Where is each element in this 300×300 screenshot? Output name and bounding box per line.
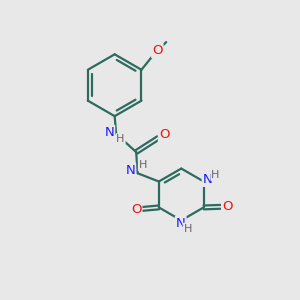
- Text: H: H: [184, 224, 192, 234]
- Text: N: N: [203, 173, 212, 186]
- Text: O: O: [159, 128, 169, 142]
- Text: H: H: [116, 134, 125, 144]
- Text: H: H: [211, 170, 220, 180]
- Text: N: N: [125, 164, 135, 177]
- Text: O: O: [131, 203, 141, 216]
- Text: N: N: [176, 217, 186, 230]
- Text: O: O: [152, 44, 163, 57]
- Text: H: H: [139, 160, 147, 170]
- Text: O: O: [222, 200, 232, 213]
- Text: N: N: [104, 126, 114, 139]
